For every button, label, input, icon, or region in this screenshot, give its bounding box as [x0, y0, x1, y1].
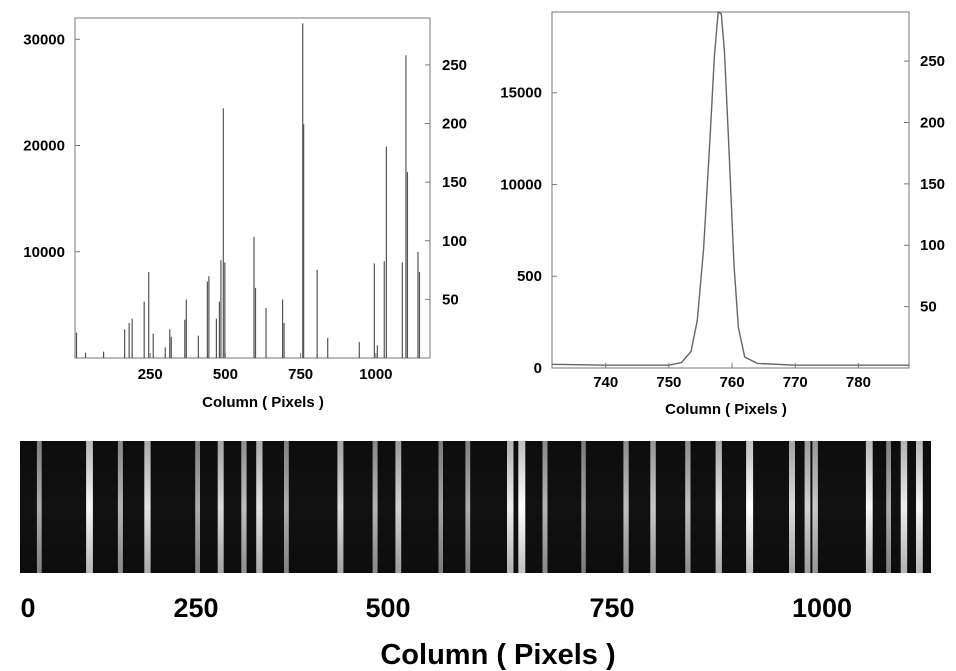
full-spectrum-x-tick-label-3: 1000: [359, 366, 392, 383]
zoomed-peak-x-ticks: 740 750 760 770 780: [593, 363, 871, 391]
zoomed-peak-x-tick-label-0: 740: [593, 374, 618, 391]
full-spectrum-y-left-tick-label-0: 10000: [23, 244, 65, 261]
zoomed-peak-y-left-tick-label-2: 10000: [500, 176, 542, 193]
full-spectrum-y-right-tick-label-4: 250: [442, 57, 467, 74]
zoomed-peak-x-tick-label-3: 770: [783, 374, 808, 391]
zoomed-peak-marks: [551, 10, 909, 366]
spectrum-image-x-tick-label-0: 0: [20, 593, 35, 623]
full-spectrum-marks: [75, 23, 421, 358]
full-spectrum-y-right-tick-label-1: 100: [442, 233, 467, 250]
full-spectrum-y-right-tick-label-2: 150: [442, 174, 467, 191]
spectrum-image-x-axis-label: Column ( Pixels ): [380, 639, 615, 671]
spectrum-image-shading: [20, 441, 931, 573]
full-spectrum-plot-frame: [74, 17, 431, 359]
zoomed-peak-y-right-tick-label-1: 100: [920, 237, 945, 254]
full-spectrum-y-left-tick-label-2: 30000: [23, 31, 65, 48]
zoomed-peak-x-tick-label-4: 780: [846, 374, 871, 391]
full-spectrum-y-right-tick-label-0: 50: [442, 291, 459, 308]
zoomed-peak-x-axis-label: Column ( Pixels ): [665, 401, 787, 418]
zoomed-peak-y-left-tick-label-0: 0: [534, 360, 542, 377]
full-spectrum-panel: 250 500 750 1000 10000 20000 30000 50 100 150 20…: [23, 17, 467, 411]
zoomed-peak-plot-frame: [551, 11, 910, 369]
full-spectrum-x-ticks: 250 500 750 1000: [138, 353, 393, 383]
full-spectrum-x-tick-label-2: 750: [288, 366, 313, 383]
full-spectrum-y-right-tick-label-3: 200: [442, 116, 467, 133]
spectrum-image-x-tick-label-2: 500: [365, 593, 410, 623]
spectrum-image-panel: 0 250 500 750 1000 Column ( Pixels ): [20, 441, 931, 671]
spectrum-image-x-tick-label-1: 250: [173, 593, 218, 623]
zoomed-peak-y-right-tick-label-4: 250: [920, 53, 945, 70]
zoomed-peak-y-left-ticks: 0 500 10000 15000: [500, 85, 557, 377]
zoomed-peak-panel: 740 750 760 770 780 0 500 10000 15000 50 100 150 2…: [500, 10, 945, 418]
spectrum-image-x-tick-label-4: 1000: [792, 593, 852, 623]
zoomed-peak-y-right-ticks: 50 100 150 200 250: [904, 53, 945, 316]
zoomed-peak-x-tick-label-1: 750: [656, 374, 681, 391]
zoomed-peak-y-right-tick-label-2: 150: [920, 176, 945, 193]
full-spectrum-x-axis-label: Column ( Pixels ): [202, 394, 324, 411]
spectrum-image-x-tick-label-3: 750: [589, 593, 634, 623]
zoomed-peak-y-right-tick-label-0: 50: [920, 299, 937, 316]
full-spectrum-x-tick-label-1: 500: [213, 366, 238, 383]
zoomed-peak-y-left-tick-label-3: 15000: [500, 85, 542, 102]
full-spectrum-y-left-ticks: 10000 20000 30000: [23, 31, 80, 261]
spectrum-image-x-ticks: 0 250 500 750 1000: [20, 593, 852, 623]
zoomed-peak-y-left-tick-label-1: 500: [517, 268, 542, 285]
full-spectrum-x-tick-label-0: 250: [138, 366, 163, 383]
zoomed-peak-line: [551, 10, 909, 366]
zoomed-peak-x-tick-label-2: 760: [720, 374, 745, 391]
full-spectrum-y-right-ticks: 50 100 150 200 250: [425, 57, 467, 308]
zoomed-peak-y-right-tick-label-3: 200: [920, 114, 945, 131]
full-spectrum-y-left-tick-label-1: 20000: [23, 138, 65, 155]
